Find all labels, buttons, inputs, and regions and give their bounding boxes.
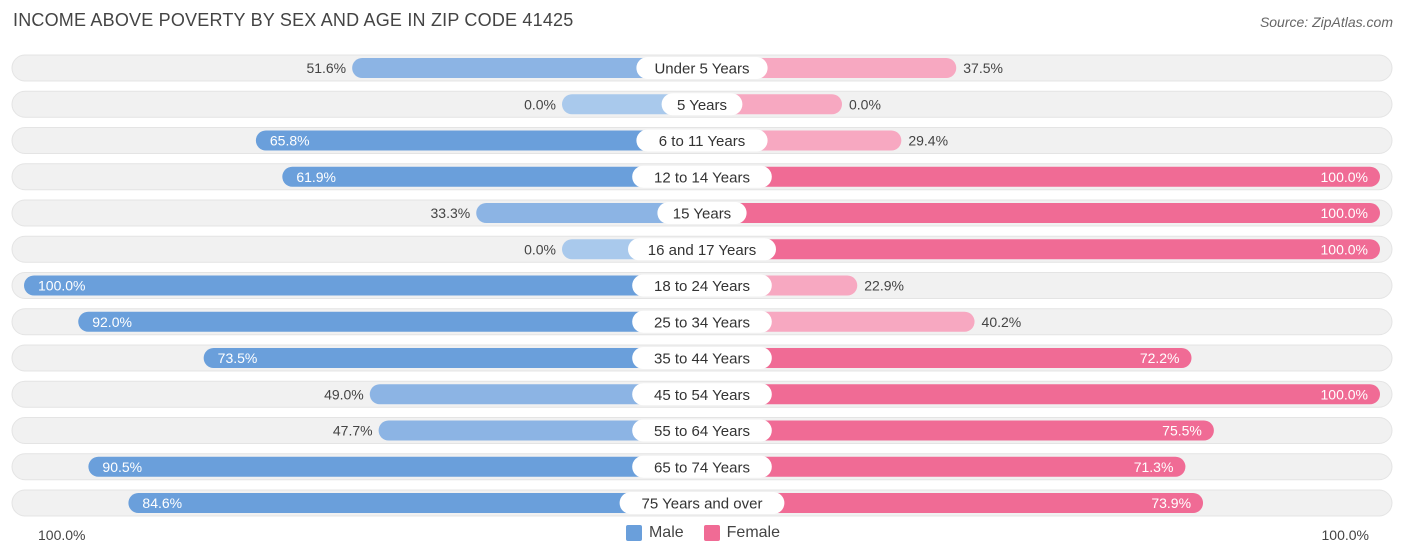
bar-male xyxy=(255,130,702,151)
category-pill xyxy=(632,455,772,478)
category-pill xyxy=(661,93,743,116)
axis-left-label: 100.0% xyxy=(38,527,86,543)
bar-male xyxy=(128,493,703,513)
value-label-female: 100.0% xyxy=(1321,386,1368,402)
legend-item-female: Female xyxy=(703,524,781,542)
category-pill xyxy=(632,383,772,406)
bar-male xyxy=(378,420,702,441)
bar-male xyxy=(24,275,702,296)
category-label: 35 to 44 Years xyxy=(654,351,750,368)
value-label-male: 90.5% xyxy=(102,459,142,475)
value-label-female: 73.9% xyxy=(1151,495,1191,511)
legend: Male Female xyxy=(0,524,1406,542)
bar-male xyxy=(352,58,702,78)
category-label: 18 to 24 Years xyxy=(654,278,750,295)
category-pill xyxy=(628,238,776,261)
value-label-male: 0.0% xyxy=(524,241,556,257)
category-label: 75 Years and over xyxy=(642,496,763,513)
bar-female xyxy=(702,166,1380,187)
legend-label-female: Female xyxy=(726,524,781,541)
category-pill xyxy=(657,202,747,224)
category-label: 5 Years xyxy=(677,97,727,114)
value-label-male: 84.6% xyxy=(142,495,182,511)
category-label: 16 and 17 Years xyxy=(648,242,756,259)
chart-title: INCOME ABOVE POVERTY BY SEX AND AGE IN Z… xyxy=(13,10,574,30)
value-label-male: 47.7% xyxy=(333,423,373,439)
bar-male xyxy=(282,166,702,187)
bar-female xyxy=(702,420,1214,441)
value-label-male: 0.0% xyxy=(524,96,556,112)
category-pill xyxy=(636,129,768,152)
category-pill xyxy=(632,347,772,369)
bar-female xyxy=(702,203,1380,223)
bar-male xyxy=(78,311,703,332)
value-label-female: 0.0% xyxy=(849,96,881,112)
legend-label-male: Male xyxy=(648,524,684,541)
value-label-female: 100.0% xyxy=(1321,205,1368,221)
category-label: 6 to 11 Years xyxy=(659,133,745,150)
category-pill xyxy=(632,165,772,188)
value-label-female: 37.5% xyxy=(963,60,1003,76)
value-label-male: 92.0% xyxy=(92,314,132,330)
category-label: 25 to 34 Years xyxy=(654,314,750,331)
value-label-male: 73.5% xyxy=(218,350,258,366)
legend-swatch-male xyxy=(625,525,642,541)
value-label-female: 71.3% xyxy=(1134,459,1174,475)
bar-female xyxy=(702,456,1186,477)
legend-swatch-female xyxy=(703,525,720,541)
category-label: 65 to 74 Years xyxy=(654,459,750,476)
category-pill xyxy=(632,274,772,297)
value-label-male: 33.3% xyxy=(431,205,471,221)
source-label: Source: ZipAtlas.com xyxy=(1259,14,1393,30)
value-label-male: 61.9% xyxy=(296,169,336,185)
value-label-female: 75.5% xyxy=(1162,423,1202,439)
value-label-male: 51.6% xyxy=(306,60,346,76)
category-pill xyxy=(632,419,772,442)
category-label: 45 to 54 Years xyxy=(654,387,750,404)
value-label-male: 49.0% xyxy=(324,386,364,402)
value-label-female: 22.9% xyxy=(864,278,904,294)
bar-male xyxy=(476,203,702,223)
value-label-male: 100.0% xyxy=(38,278,85,294)
bar-female xyxy=(702,239,1380,260)
value-label-female: 100.0% xyxy=(1321,241,1368,257)
value-label-female: 72.2% xyxy=(1140,350,1180,366)
bar-female xyxy=(702,384,1380,405)
category-label: Under 5 Years xyxy=(654,61,749,78)
value-label-female: 29.4% xyxy=(908,133,948,149)
axis-right-label: 100.0% xyxy=(1321,527,1369,543)
category-pill xyxy=(632,310,772,333)
value-label-male: 65.8% xyxy=(270,133,310,149)
diverging-bar-chart: 51.6% 37.5% Under 5 Years 0.0% 0.0% 5 Years 65… xyxy=(11,54,1393,517)
category-label: 55 to 64 Years xyxy=(654,423,750,440)
legend-item-male: Male xyxy=(625,524,684,542)
bar-female xyxy=(702,348,1192,368)
category-label: 12 to 14 Years xyxy=(654,169,750,186)
bar-female xyxy=(702,493,1204,513)
category-label: 15 Years xyxy=(673,206,731,223)
bar-male xyxy=(369,384,702,405)
bar-male xyxy=(88,456,702,477)
value-label-female: 100.0% xyxy=(1321,169,1368,185)
category-pill xyxy=(636,57,768,79)
category-pill xyxy=(619,492,785,514)
value-label-female: 40.2% xyxy=(982,314,1022,330)
bar-male xyxy=(203,348,703,368)
